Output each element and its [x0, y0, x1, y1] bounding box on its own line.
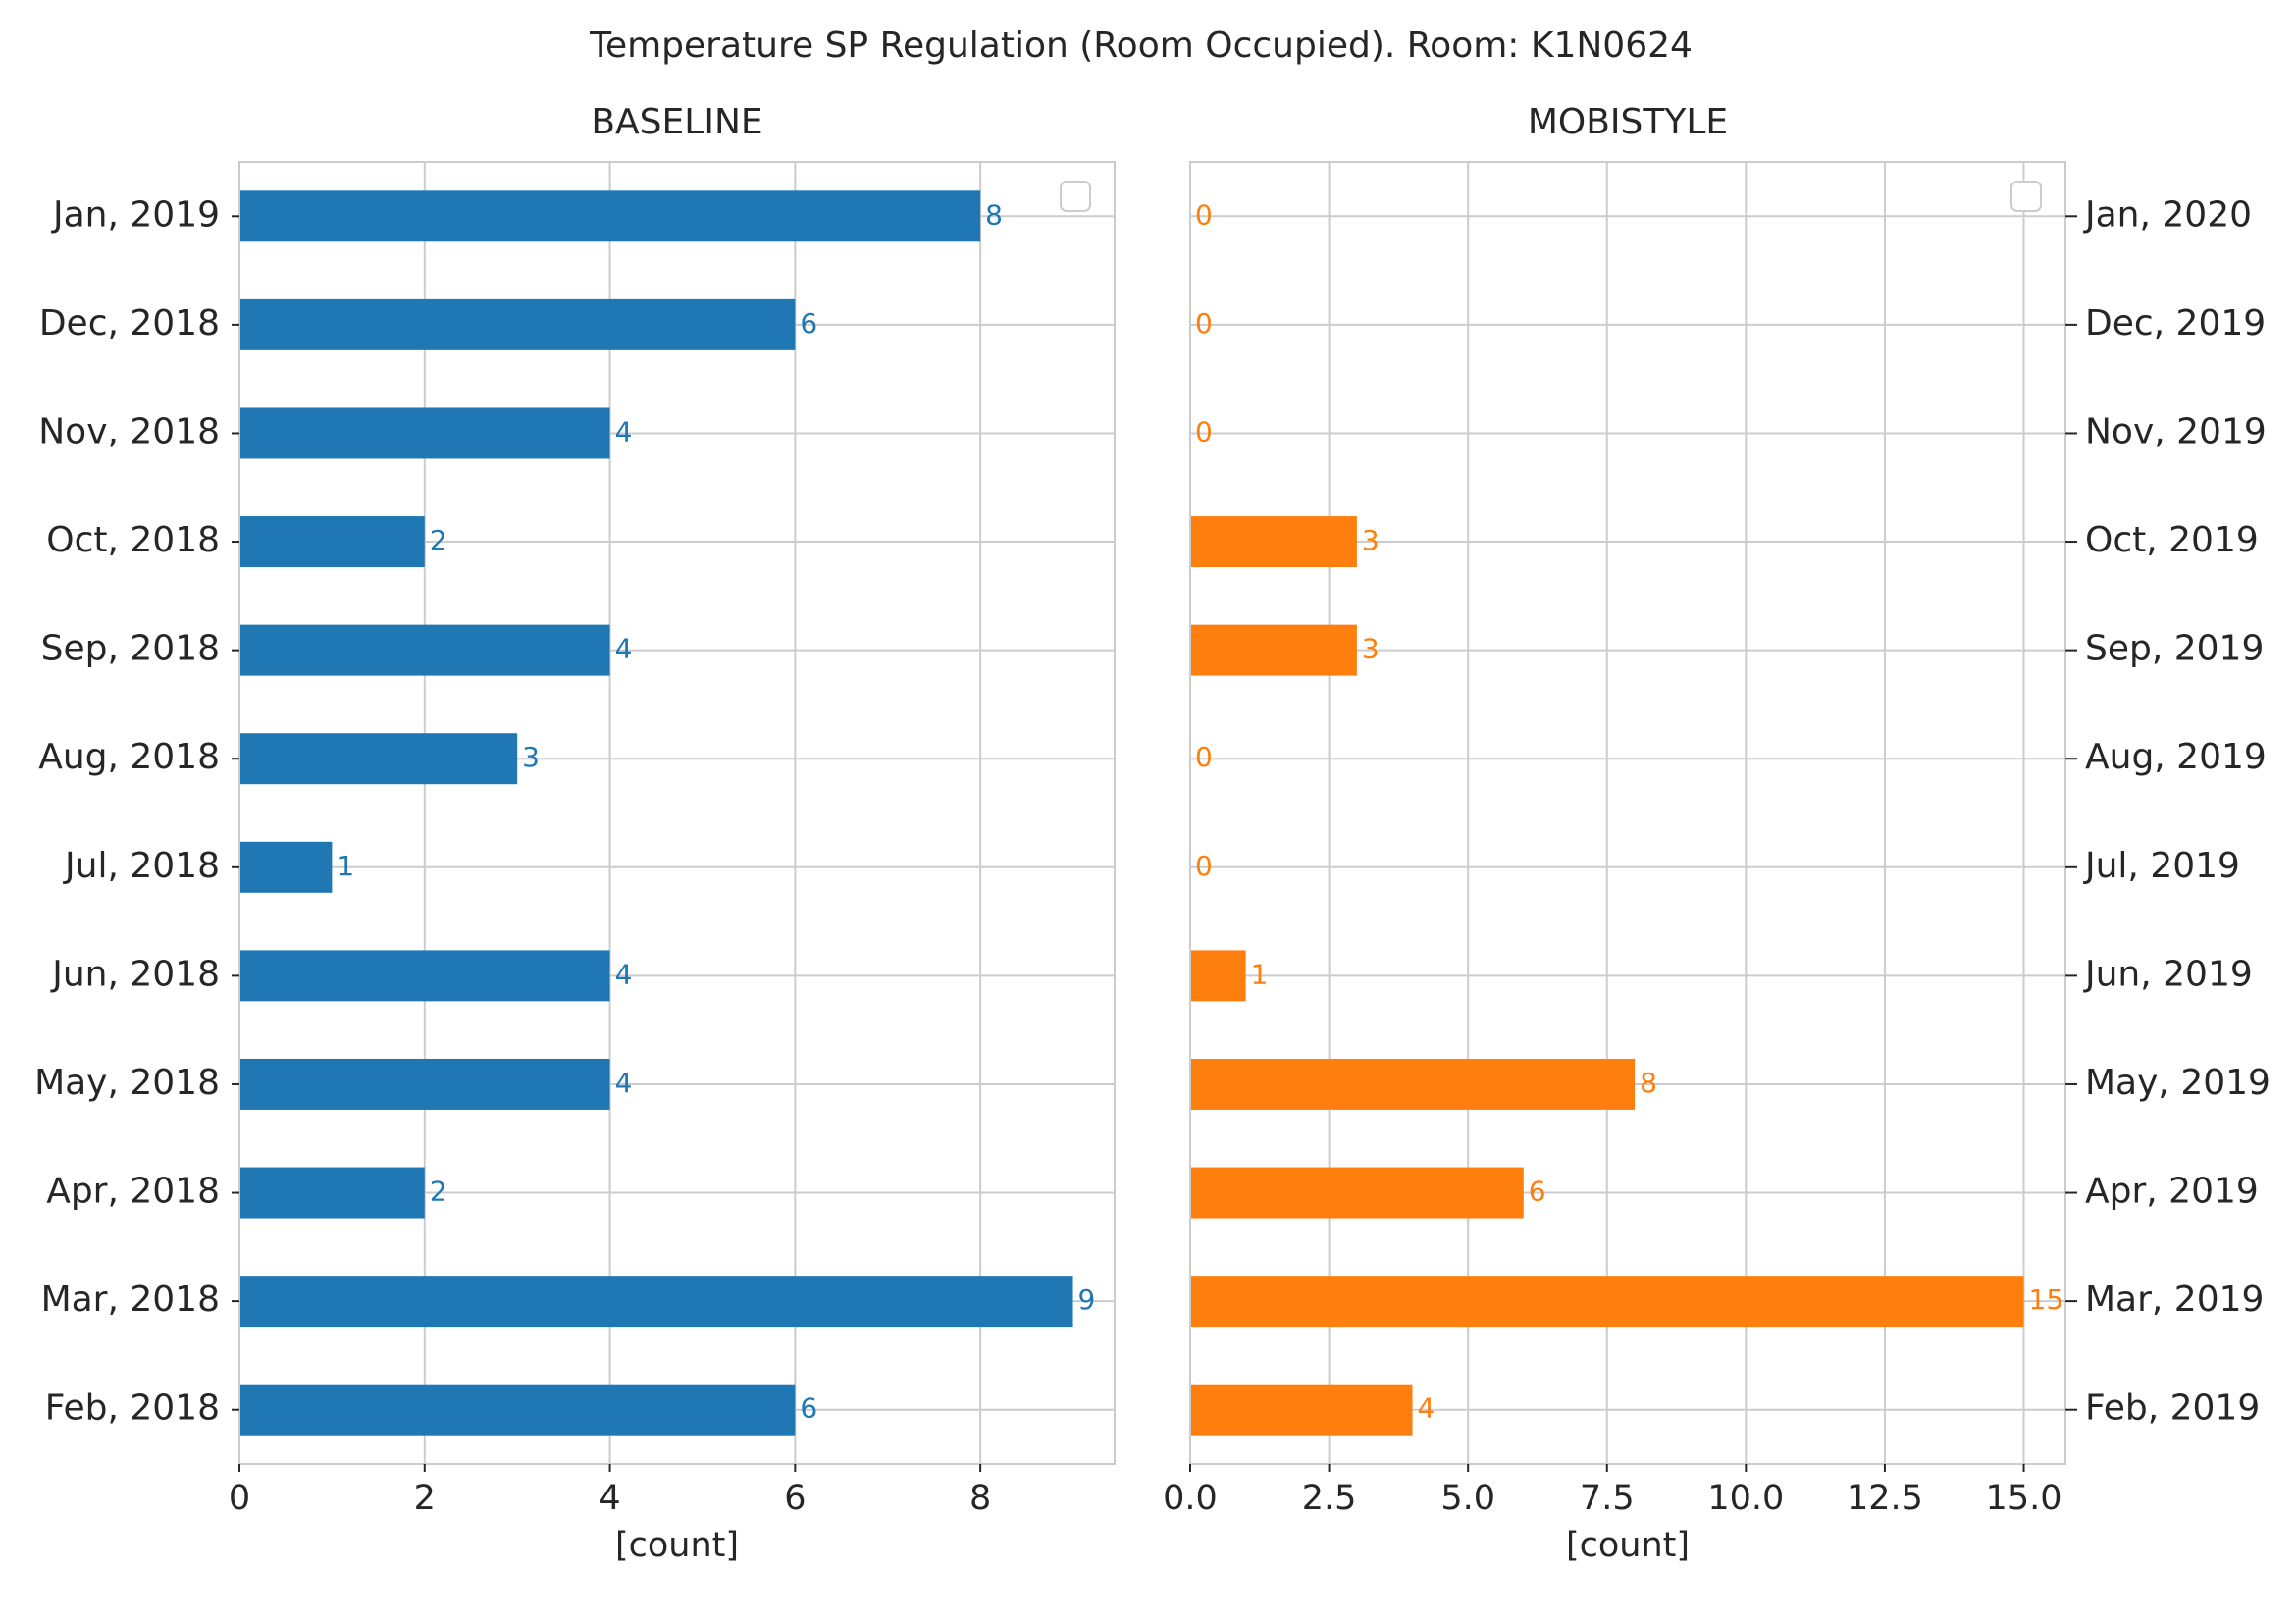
baseline-value-label-5: 1: [337, 850, 354, 882]
mobistyle-value-label-10: 0: [1195, 307, 1213, 340]
mobistyle-category-label-11: Jan, 2020: [2083, 194, 2252, 235]
mobistyle-value-label-2: 6: [1529, 1176, 1546, 1208]
mobistyle-category-label-6: Aug, 2019: [2085, 737, 2267, 777]
baseline-value-label-10: 6: [800, 307, 817, 340]
mobistyle-x-tick-label-6: 15.0: [1986, 1479, 2062, 1518]
baseline-category-label-7: Sep, 2018: [41, 629, 220, 669]
baseline-value-label-9: 4: [615, 415, 633, 447]
mobistyle-bar-0: [1190, 1384, 1413, 1436]
mobistyle-x-tick-label-4: 10.0: [1707, 1479, 1784, 1518]
mobistyle-value-label-6: 0: [1195, 741, 1213, 773]
baseline-axes-frame: [238, 161, 1116, 1465]
mobistyle-bar-8: [1190, 516, 1357, 568]
baseline-bar-9: [239, 407, 610, 459]
baseline-legend-box: [1060, 181, 1091, 212]
baseline-bar-10: [239, 298, 796, 350]
baseline-bar-8: [239, 516, 425, 568]
mobistyle-bar-1: [1190, 1276, 2024, 1328]
mobistyle-x-tick-label-5: 12.5: [1847, 1479, 1923, 1518]
baseline-bar-3: [239, 1058, 610, 1110]
mobistyle-title: MOBISTYLE: [1528, 102, 1728, 142]
baseline-value-label-6: 3: [522, 741, 540, 773]
mobistyle-value-label-9: 0: [1195, 415, 1213, 447]
baseline-category-label-10: Dec, 2018: [39, 303, 220, 343]
mobistyle-category-label-4: Jun, 2019: [2083, 954, 2253, 994]
mobistyle-x-tick-label-1: 2.5: [1302, 1479, 1357, 1518]
mobistyle-category-label-8: Oct, 2019: [2085, 520, 2259, 560]
mobistyle-x-axis-label: [count]: [1566, 1526, 1690, 1565]
baseline-bar-0: [239, 1384, 796, 1436]
baseline-category-label-6: Aug, 2018: [38, 737, 220, 777]
mobistyle-bar-3: [1190, 1058, 1636, 1110]
baseline-x-tick-label-0: 0: [229, 1479, 250, 1518]
mobistyle-category-label-0: Feb, 2019: [2085, 1388, 2260, 1429]
figure-title: Temperature SP Regulation (Room Occupied…: [589, 26, 1693, 66]
mobistyle-x-tick-label-3: 7.5: [1580, 1479, 1635, 1518]
baseline-category-label-9: Nov, 2018: [38, 411, 220, 451]
baseline-value-label-1: 9: [1078, 1283, 1096, 1316]
baseline-value-label-2: 2: [430, 1176, 447, 1208]
baseline-title: BASELINE: [591, 102, 762, 142]
mobistyle-value-label-3: 8: [1640, 1067, 1657, 1099]
mobistyle-bar-4: [1190, 950, 1246, 1002]
mobistyle-value-label-11: 0: [1195, 198, 1213, 231]
baseline-x-tick-label-2: 4: [599, 1479, 620, 1518]
mobistyle-category-label-3: May, 2019: [2085, 1063, 2270, 1103]
mobistyle-legend-box: [2010, 181, 2042, 212]
mobistyle-category-label-7: Sep, 2019: [2085, 629, 2264, 669]
mobistyle-value-label-5: 0: [1195, 850, 1213, 882]
mobistyle-value-label-7: 3: [1362, 633, 1380, 665]
baseline-value-label-11: 8: [985, 198, 1003, 231]
baseline-category-label-1: Mar, 2018: [41, 1280, 220, 1320]
baseline-bar-11: [239, 190, 981, 242]
baseline-category-label-5: Jul, 2018: [63, 846, 220, 886]
mobistyle-category-label-2: Apr, 2019: [2085, 1172, 2259, 1212]
baseline-value-label-0: 6: [800, 1392, 817, 1425]
baseline-x-tick-label-3: 6: [784, 1479, 806, 1518]
baseline-category-label-3: May, 2018: [34, 1063, 220, 1103]
baseline-x-tick-label-4: 8: [969, 1479, 991, 1518]
baseline-chart: 6 9 2 4 4 1 3 4 2 4 6 8 BASELINE 0 2 4 6 8 [count] Feb, 201…: [34, 102, 1116, 1565]
baseline-x-axis-label: [count]: [615, 1526, 739, 1565]
baseline-category-label-4: Jun, 2018: [50, 954, 220, 994]
mobistyle-value-label-4: 1: [1251, 958, 1269, 990]
baseline-value-label-4: 4: [615, 958, 633, 990]
baseline-category-label-8: Oct, 2018: [46, 520, 220, 560]
baseline-category-label-11: Jan, 2019: [51, 194, 220, 235]
mobistyle-bar-7: [1190, 624, 1357, 676]
mobistyle-axes-frame: [1189, 161, 2066, 1465]
baseline-bar-7: [239, 624, 610, 676]
baseline-bar-6: [239, 733, 518, 785]
baseline-bar-2: [239, 1167, 425, 1219]
mobistyle-category-label-5: Jul, 2019: [2083, 846, 2240, 886]
baseline-x-tick-label-1: 2: [414, 1479, 436, 1518]
baseline-bar-4: [239, 950, 610, 1002]
baseline-category-label-0: Feb, 2018: [45, 1388, 220, 1429]
mobistyle-x-tick-label-2: 5.0: [1440, 1479, 1495, 1518]
baseline-value-label-8: 2: [430, 524, 447, 556]
mobistyle-value-label-1: 15: [2029, 1283, 2064, 1316]
mobistyle-category-label-9: Nov, 2019: [2085, 411, 2267, 451]
mobistyle-value-label-0: 4: [1418, 1392, 1435, 1425]
mobistyle-category-label-1: Mar, 2019: [2085, 1280, 2264, 1320]
mobistyle-category-label-10: Dec, 2019: [2085, 303, 2266, 343]
baseline-bar-1: [239, 1276, 1073, 1328]
mobistyle-x-tick-label-0: 0.0: [1163, 1479, 1218, 1518]
baseline-bar-5: [239, 841, 333, 893]
baseline-category-label-2: Apr, 2018: [46, 1172, 220, 1212]
baseline-value-label-3: 4: [615, 1067, 633, 1099]
mobistyle-value-label-8: 3: [1362, 524, 1380, 556]
mobistyle-bar-2: [1190, 1167, 1524, 1219]
baseline-value-label-7: 4: [615, 633, 633, 665]
